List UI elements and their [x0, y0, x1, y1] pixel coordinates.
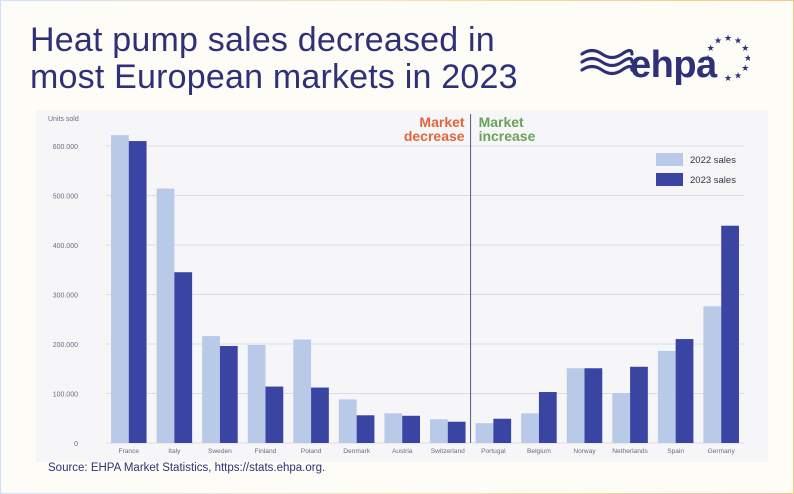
legend-label-2022: 2022 sales — [690, 155, 736, 166]
star-icon: ★ — [724, 33, 732, 43]
star-icon: ★ — [714, 36, 722, 46]
x-tick-label: Norway — [573, 448, 596, 455]
bar-2022 — [612, 393, 631, 443]
bar-2023 — [630, 366, 648, 443]
bar-chart: 0 100.000 200.000 300.000 400.000 500.000 600.… — [48, 114, 744, 455]
legend-label-2023: 2023 sales — [690, 175, 736, 186]
bar-2022 — [657, 350, 676, 443]
bar-2022 — [384, 413, 403, 443]
bar-2022 — [111, 135, 129, 444]
x-tick-label: Belgium — [527, 448, 551, 455]
bar-2023 — [356, 415, 375, 443]
y-tick-label: 300.000 — [53, 293, 78, 300]
x-tick-label: Switzerland — [431, 448, 465, 455]
page-title: Heat pump sales decreased in most Europe… — [30, 21, 518, 96]
legend-swatch-2022 — [656, 153, 683, 166]
bar-2022 — [156, 188, 175, 443]
y-axis-label: Units sold — [48, 116, 79, 123]
logo-text: ehpa — [630, 44, 717, 86]
eu-stars-icon: ★ ★★★★★★★★★ — [704, 33, 750, 83]
x-tick-label: Spain — [667, 448, 684, 455]
bar-2022 — [247, 344, 266, 443]
star-icon: ★ — [707, 43, 715, 53]
y-tick-label: 400.000 — [53, 243, 78, 250]
legend-swatch-2023 — [656, 173, 683, 186]
increase-label-line1: Market — [479, 114, 524, 130]
x-tick-label: Austria — [392, 448, 413, 455]
bar-2023 — [402, 415, 420, 443]
bar-2023 — [584, 368, 603, 443]
wave-icon — [580, 48, 634, 76]
bar-2023 — [721, 225, 739, 443]
x-tick-label: Italy — [168, 448, 181, 455]
x-tick-label: Sweden — [208, 448, 232, 455]
bar-2023 — [311, 387, 329, 443]
star-icon: ★ — [741, 63, 749, 73]
x-tick-label: Germany — [708, 448, 736, 455]
bar-2022 — [521, 413, 539, 443]
source-note: Source: EHPA Market Statistics, https://… — [48, 462, 326, 474]
y-tick-label: 0 — [74, 441, 78, 448]
bar-2023 — [447, 421, 466, 443]
star-icon: ★ — [734, 70, 742, 80]
y-tick-label: 100.000 — [53, 392, 78, 399]
decrease-label-line2: decrease — [404, 128, 465, 144]
bar-2022 — [202, 336, 220, 443]
star-icon: ★ — [741, 43, 749, 53]
x-tick-label: Poland — [301, 448, 322, 455]
bar-2022 — [703, 306, 722, 443]
chart-panel: 0 100.000 200.000 300.000 400.000 500.000 600.… — [36, 110, 768, 462]
decrease-label-line1: Market — [419, 114, 464, 130]
star-icon: ★ — [724, 73, 732, 83]
bar-2023 — [493, 418, 512, 443]
increase-label-line2: increase — [479, 128, 536, 144]
bar-2022 — [293, 339, 312, 443]
bar-2022 — [430, 419, 448, 443]
star-icon: ★ — [744, 53, 750, 63]
y-tick-label: 200.000 — [53, 342, 78, 349]
bar-2023 — [128, 141, 147, 444]
y-tick-label: 500.000 — [53, 194, 78, 201]
x-tick-label: Netherlands — [612, 448, 648, 455]
bar-2022 — [566, 368, 585, 443]
bar-2023 — [219, 345, 238, 443]
bar-2023 — [538, 392, 557, 443]
bar-2023 — [174, 272, 193, 443]
ehpa-logo: ★ ★★★★★★★★★ — [580, 33, 750, 83]
bar-2022 — [475, 423, 494, 443]
x-tick-label: Denmark — [343, 448, 370, 455]
x-tick-label: France — [119, 448, 140, 455]
star-icon: ★ — [704, 53, 712, 63]
x-tick-label: Finland — [255, 448, 277, 455]
star-icon: ★ — [734, 36, 742, 46]
x-tick-label: Portugal — [481, 448, 506, 455]
bar-2022 — [338, 399, 357, 443]
bar-2023 — [675, 339, 694, 443]
bar-2023 — [265, 386, 284, 443]
y-tick-label: 600.000 — [53, 144, 78, 151]
